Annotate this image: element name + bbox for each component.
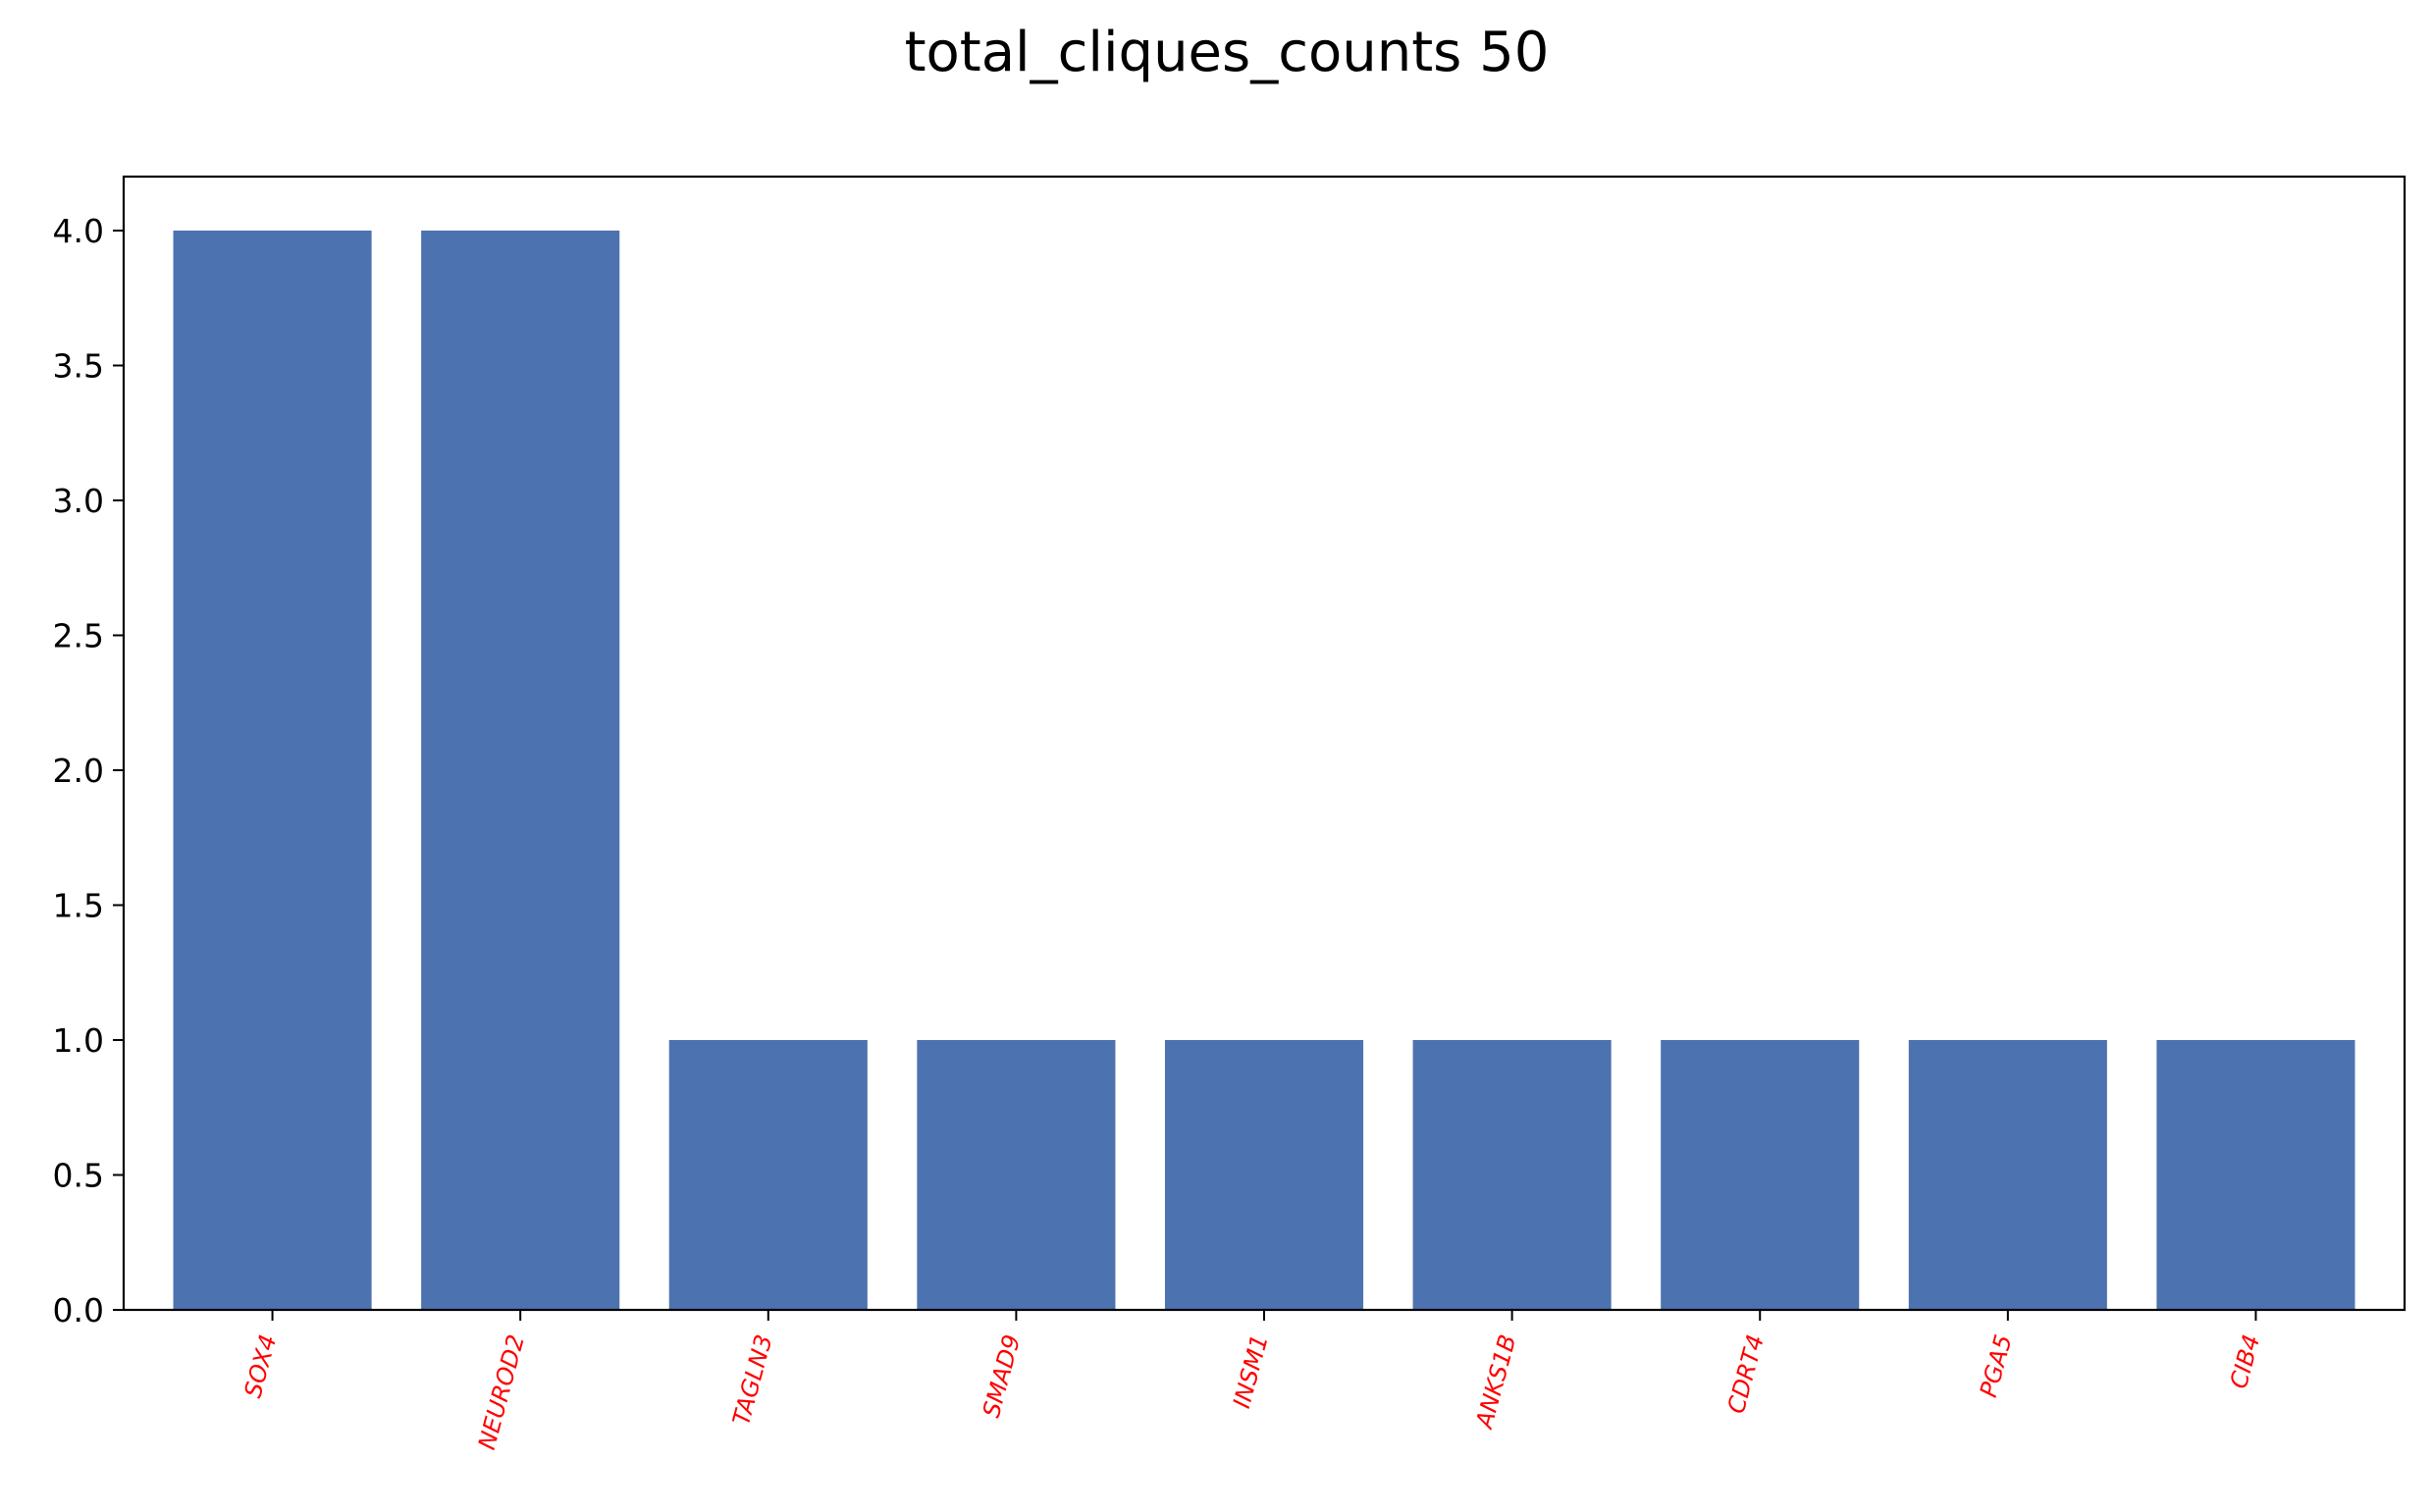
bar-insm1 [1164, 1040, 1364, 1310]
bar-cdrt4 [1661, 1040, 1860, 1310]
x-tick-label: INSM1 [1228, 1331, 1274, 1411]
x-tick-label: PGA5 [1975, 1331, 2018, 1400]
chart-title: total_cliques_counts 50 [905, 21, 1550, 84]
y-axis: 0.0 0.5 1.0 1.5 2.0 2.5 3.0 3.5 4.0 [53, 212, 124, 1330]
x-tick-label: CIB4 [2225, 1331, 2265, 1391]
x-axis: SOX4 NEUROD2 TAGLN3 SMAD9 INSM1 ANKS1B CDRT4 PG… [238, 1310, 2265, 1452]
bar-tagln3 [668, 1040, 868, 1310]
y-tick-label: 1.5 [53, 887, 104, 925]
bar-smad9 [917, 1040, 1116, 1310]
y-tick-label: 2.5 [53, 617, 104, 655]
bar-pga5 [1908, 1040, 2107, 1310]
y-tick-label: 0.0 [53, 1291, 104, 1330]
y-tick-label: 3.0 [53, 482, 104, 520]
bar-sox4 [173, 231, 372, 1310]
x-tick-label: TAGLN3 [727, 1331, 777, 1428]
bar-anks1b [1412, 1040, 1612, 1310]
x-tick-label: ANKS1B [1470, 1331, 1522, 1433]
y-tick-label: 1.0 [53, 1021, 104, 1060]
x-tick-label: CDRT4 [1722, 1331, 1770, 1416]
y-tick-label: 3.5 [53, 347, 104, 386]
bar-neurod2 [421, 231, 620, 1310]
x-tick-label: SOX4 [238, 1331, 282, 1400]
x-tick-label: SMAD9 [978, 1331, 1026, 1420]
x-tick-label: NEUROD2 [473, 1331, 530, 1452]
bars-layer [173, 231, 2355, 1310]
y-tick-label: 0.5 [53, 1157, 104, 1195]
bar-cib4 [2156, 1040, 2355, 1310]
y-tick-label: 4.0 [53, 212, 104, 250]
y-tick-label: 2.0 [53, 752, 104, 790]
